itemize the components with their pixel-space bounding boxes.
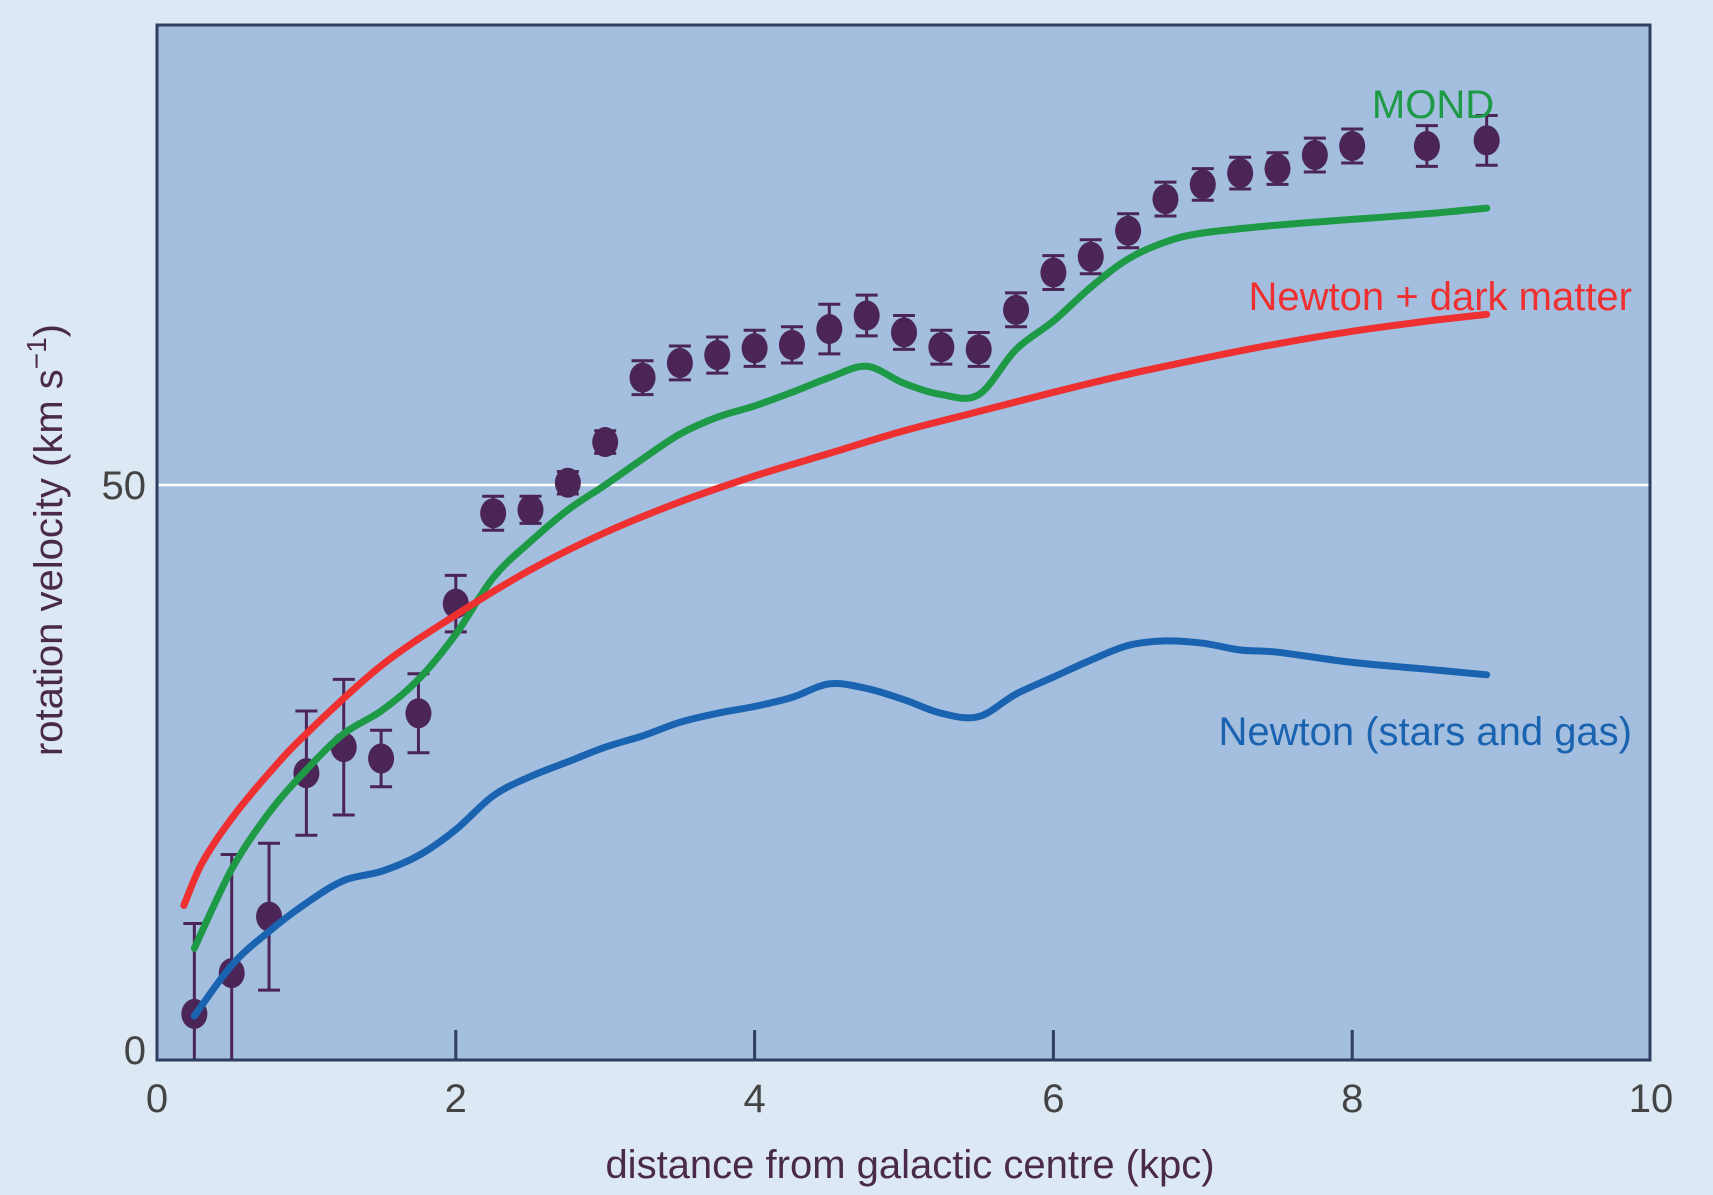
observation-marker [704, 340, 731, 371]
plot-frame [155, 23, 1652, 1062]
plot-area [157, 25, 1650, 1060]
observation-point [1003, 291, 1030, 329]
observation-point [1189, 167, 1216, 202]
y-tick-label: 0 [124, 1029, 146, 1073]
observation-point [1413, 124, 1440, 168]
series-line-newton-stars-and-gas [190, 637, 1491, 1020]
observation-marker [1040, 257, 1067, 288]
observation-point [218, 853, 245, 1060]
observation-point [592, 427, 619, 458]
observation-marker [517, 494, 544, 525]
observation-marker [1152, 184, 1179, 215]
observation-point [517, 494, 544, 525]
observation-marker [1264, 153, 1291, 184]
observation-point [1227, 155, 1254, 191]
observation-point [928, 328, 955, 366]
series-label-mond: MOND [1372, 83, 1494, 127]
observation-marker [666, 347, 693, 378]
series-line-newton-dark-matter [180, 310, 1491, 909]
observation-point [1301, 136, 1328, 174]
observation-marker [592, 427, 619, 458]
observation-marker [1077, 241, 1104, 272]
x-tick-label: 4 [743, 1077, 765, 1121]
observation-point [741, 328, 768, 368]
series-lines [180, 204, 1491, 1020]
x-tick-label: 10 [1629, 1077, 1674, 1121]
observation-marker [965, 334, 992, 365]
observation-point [1115, 212, 1142, 250]
observation-point [480, 494, 507, 532]
observation-marker [405, 698, 432, 729]
y-axis-title-superscript: −1 [21, 337, 52, 369]
observation-point [1152, 180, 1179, 218]
observation-point [629, 359, 656, 397]
observation-point [666, 344, 693, 382]
observation-point [1040, 254, 1067, 292]
observation-point [1473, 113, 1500, 167]
observation-point [1339, 127, 1366, 165]
x-tick-label: 6 [1042, 1077, 1064, 1121]
series-label-newton-stars-gas: Newton (stars and gas) [1218, 710, 1632, 754]
observation-marker [1115, 215, 1142, 246]
observation-point [1264, 151, 1291, 186]
observation-points [181, 113, 1500, 1060]
y-tick-label: 50 [102, 464, 147, 508]
x-tick-label: 0 [146, 1077, 168, 1121]
observation-point [816, 302, 843, 356]
observation-marker [816, 314, 843, 345]
observation-marker [891, 317, 917, 348]
observation-marker [741, 333, 768, 364]
observation-marker [928, 332, 955, 363]
observation-point [704, 335, 731, 375]
observation-marker [1227, 158, 1254, 189]
observation-marker [1473, 125, 1500, 156]
observation-point [405, 672, 432, 755]
y-axis-title-close: ) [27, 324, 71, 337]
x-axis-title: distance from galactic centre (kpc) [605, 1143, 1214, 1187]
observation-marker [778, 329, 805, 360]
observation-point [368, 728, 395, 789]
observation-marker [218, 958, 245, 989]
y-axis-title: rotation velocity (km s−1) [21, 324, 71, 756]
series-label-newton-dark-matter: Newton + dark matter [1249, 275, 1633, 319]
observation-point [554, 467, 581, 498]
axis-ticks: 0 2 4 6 8 10 0 50 [102, 464, 1674, 1121]
observation-point [1077, 238, 1104, 276]
observation-point [778, 325, 805, 365]
observation-point [853, 293, 880, 338]
observation-point [256, 841, 283, 992]
observation-marker [853, 300, 880, 331]
y-axis-title-main: rotation velocity (km s [27, 369, 71, 756]
observation-point [965, 330, 992, 368]
observation-point [891, 314, 917, 351]
x-tick-label: 2 [445, 1077, 467, 1121]
observation-marker [1189, 169, 1216, 200]
observation-marker [368, 743, 395, 774]
observation-marker [1339, 131, 1366, 161]
series-line-mond [190, 204, 1491, 952]
observation-marker [1413, 131, 1440, 161]
observation-marker [1301, 140, 1328, 171]
observation-marker [629, 362, 656, 393]
observation-marker [554, 467, 581, 498]
observation-marker [480, 498, 507, 529]
x-tick-label: 8 [1341, 1077, 1363, 1121]
observation-marker [1003, 294, 1030, 325]
